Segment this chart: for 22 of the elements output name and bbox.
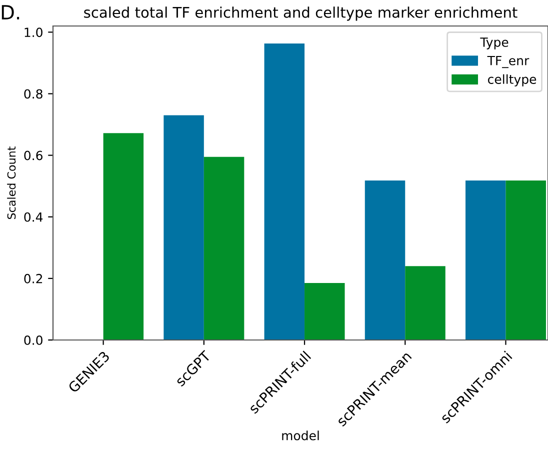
y-tick-label: 1.0 [24,28,42,38]
bar [164,115,204,340]
y-tick-label: 0.4 [24,212,43,222]
bar [304,283,345,340]
bar [264,44,305,340]
bar [364,180,406,340]
y-axis-title: Scaled Count [7,146,16,220]
text: D. [2,5,20,20]
bar [405,266,446,340]
bar [506,180,546,340]
y-tick-label: 0.8 [24,89,42,99]
bar [103,133,144,340]
bar [466,180,506,340]
chart-title: scaled total TF enrichment and celltype marker enrichment [84,6,518,21]
y-tick-label: 0.2 [24,274,42,284]
legend-label: celltype [488,74,536,86]
bar [204,156,244,340]
legend-title: Type [480,38,508,50]
y-tick-label: 0.6 [24,150,42,160]
x-axis-title: model [282,430,319,440]
legend-label: TF_enr [487,56,530,68]
y-tick-label: 0.0 [24,335,42,345]
